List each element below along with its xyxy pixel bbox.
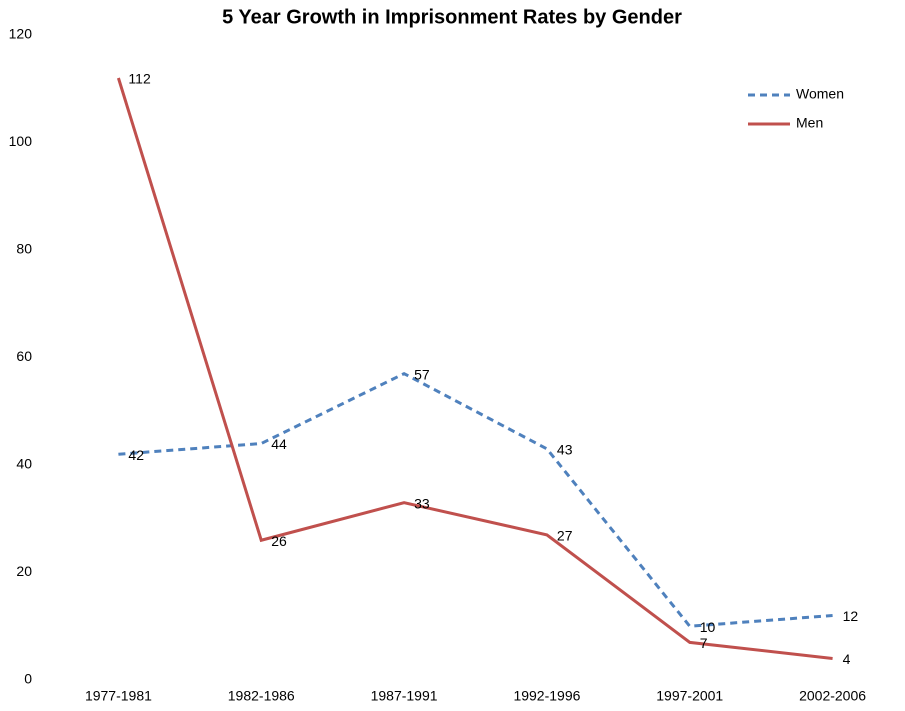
legend-label: Women (796, 86, 844, 102)
y-tick-label: 120 (9, 26, 33, 42)
data-label: 112 (128, 71, 151, 87)
y-tick-label: 40 (16, 456, 32, 472)
x-tick-label: 1997-2001 (656, 688, 723, 704)
line-series (118, 371, 833, 628)
y-tick-label: 20 (16, 563, 32, 579)
line-series (116, 77, 833, 660)
x-tick-label: 1992-1996 (513, 688, 580, 704)
data-label: 12 (843, 608, 859, 624)
data-label: 7 (700, 635, 708, 651)
data-label: 26 (271, 533, 287, 549)
chart-title: 5 Year Growth in Imprisonment Rates by G… (222, 6, 682, 28)
y-tick-label: 0 (24, 671, 32, 687)
y-tick-label: 100 (9, 133, 33, 149)
data-label: 33 (414, 495, 430, 511)
y-tick-label: 60 (16, 348, 32, 364)
data-label: 42 (128, 447, 144, 463)
x-tick-label: 2002-2006 (799, 688, 866, 704)
x-tick-label: 1982-1986 (228, 688, 295, 704)
x-tick-label: 1977-1981 (85, 688, 152, 704)
data-label: 10 (700, 619, 716, 635)
x-tick-label: 1987-1991 (371, 688, 438, 704)
data-label: 57 (414, 366, 430, 382)
data-label: 43 (557, 442, 573, 458)
legend-label: Men (796, 115, 823, 131)
data-label: 44 (271, 436, 287, 452)
data-label: 27 (557, 528, 573, 544)
y-tick-label: 80 (16, 241, 32, 257)
data-label: 4 (843, 651, 851, 667)
